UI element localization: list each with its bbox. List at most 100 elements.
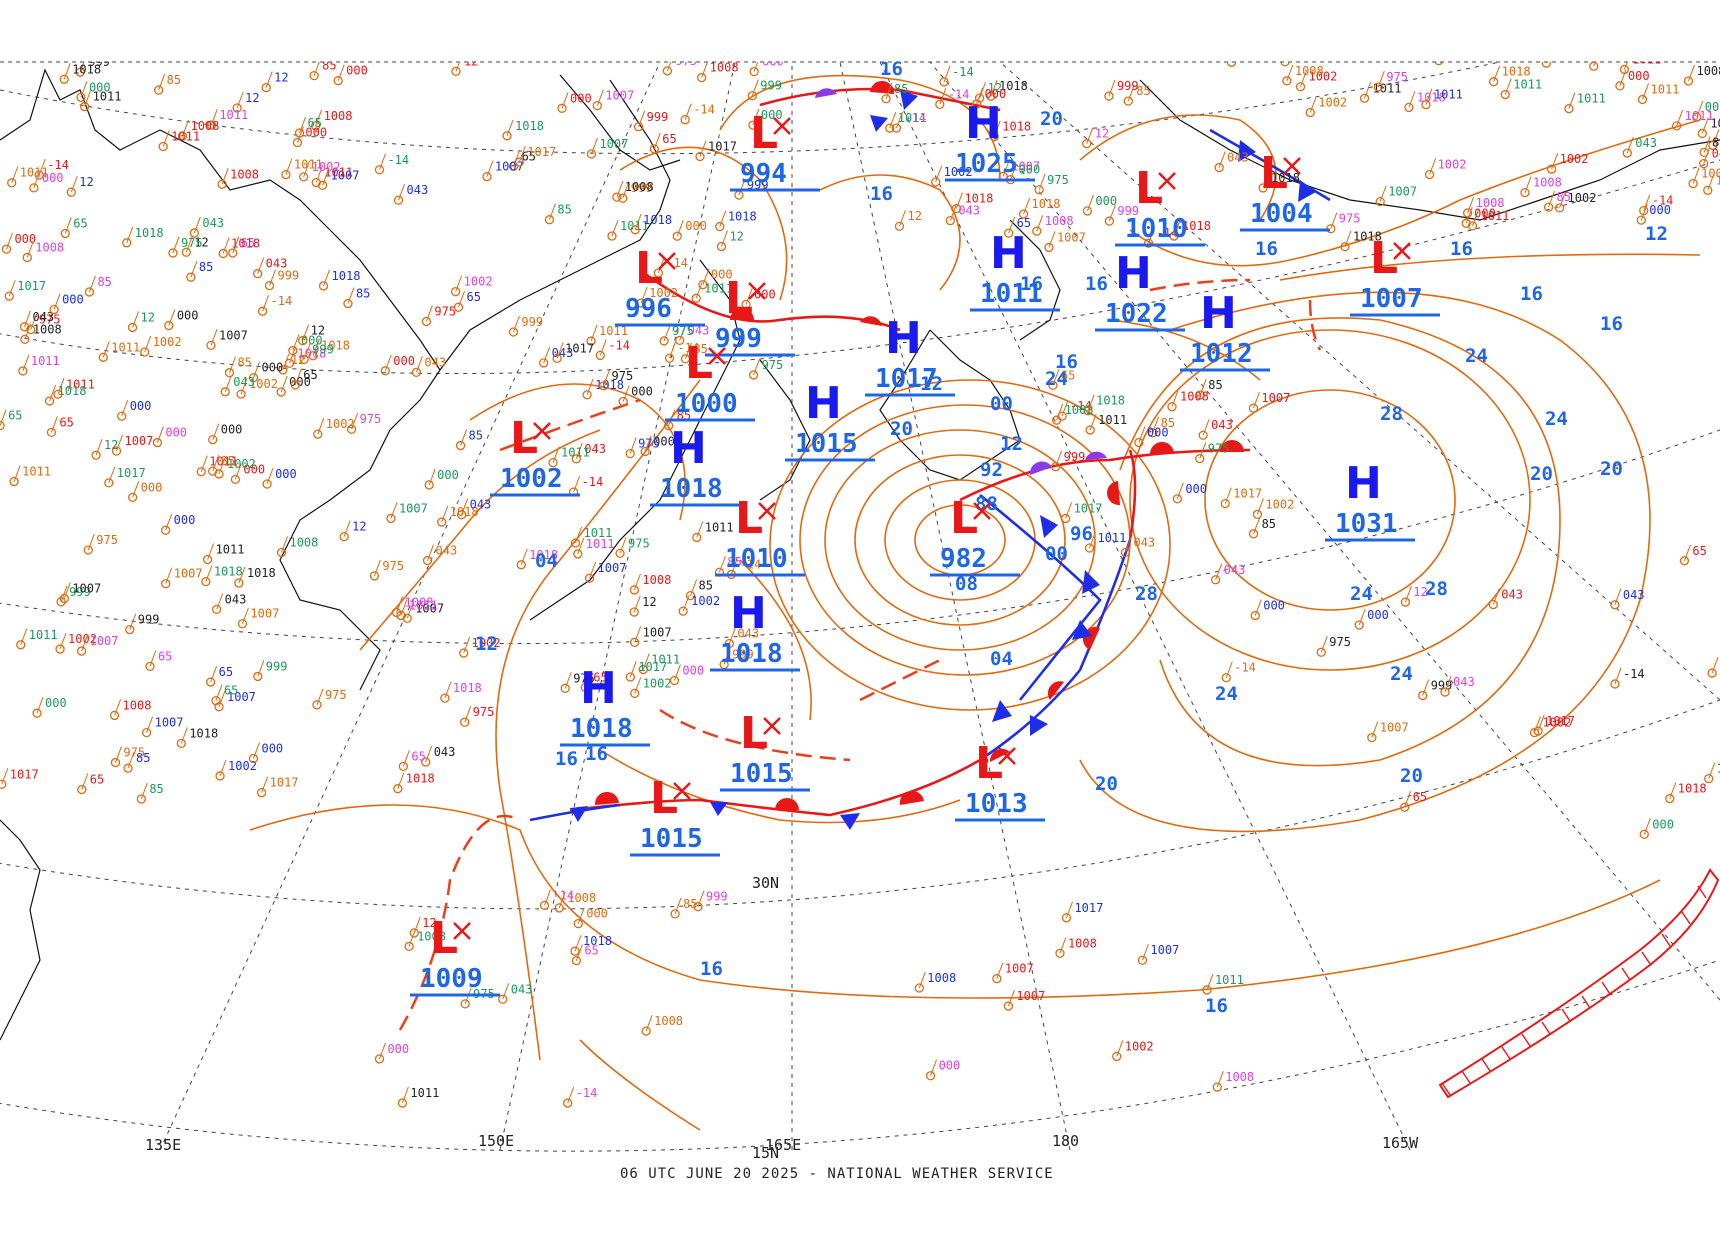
wind-barb-icon (400, 599, 408, 616)
station-plot: 1011 (1672, 109, 1714, 131)
station-plot: 1011 (1697, 116, 1720, 139)
wind-barb-icon (425, 305, 433, 322)
station-circle-icon (84, 287, 95, 297)
wind-barb-icon (1065, 901, 1073, 918)
wind-barb-icon (506, 119, 514, 136)
station-plot: 043 (1699, 147, 1720, 169)
station-value: 1017 (565, 341, 594, 355)
station-circle-icon (1564, 104, 1574, 114)
wind-barb-icon (1492, 588, 1500, 605)
station-value: 1017 (270, 776, 299, 790)
station-plot: 000 (749, 62, 784, 77)
station-circle-icon (77, 784, 87, 795)
station-plot: 85 (186, 260, 213, 282)
station-circle-icon (456, 510, 467, 520)
wind-barb-icon (622, 182, 630, 199)
station-value: 043 (233, 375, 255, 389)
station-circle-icon (369, 571, 380, 581)
station-circle-icon (76, 92, 86, 102)
station-value: 1002 (227, 457, 256, 471)
station-plot: 043 (724, 627, 759, 649)
station-circle-icon (1541, 62, 1551, 68)
station-value: 85 (356, 287, 370, 301)
station-plot: 65 (145, 649, 172, 672)
wind-barb-icon (114, 699, 122, 716)
station-plot: 975 (598, 369, 633, 391)
station-plot: 000 (49, 293, 84, 315)
wind-barb-icon (351, 413, 359, 430)
station-circle-icon (571, 454, 581, 464)
station-plot: 1017 (0, 767, 39, 789)
station-value: 999 (631, 181, 653, 195)
station-value: 1018 (515, 119, 544, 133)
station-circle-icon (288, 345, 298, 356)
station-value: 000 (1019, 163, 1041, 177)
wind-barb-icon (269, 269, 276, 286)
station-plot: 1011 (202, 542, 244, 565)
station-plot: 999 (299, 342, 334, 364)
station-circle-icon (281, 170, 291, 180)
wind-barb-icon (1683, 544, 1691, 561)
station-plot: 1011 (573, 537, 615, 559)
wind-barb-icon (144, 335, 152, 353)
wind-barb-icon (1626, 136, 1634, 154)
station-value: 043 (584, 442, 606, 456)
station-circle-icon (664, 353, 675, 363)
station-value: 000 (14, 232, 36, 246)
station-plot: 000 (128, 480, 162, 503)
station-circle-icon (34, 170, 44, 180)
station-value: 043 (407, 183, 429, 197)
station-circle-icon (625, 448, 635, 459)
station-plot: 1017 (1533, 714, 1575, 736)
station-value: 65 (158, 649, 172, 663)
wind-barb-icon (955, 192, 963, 209)
station-value: 000 (754, 287, 776, 301)
station-circle-icon (891, 123, 902, 133)
wind-barb-icon (674, 897, 682, 915)
station-value: 85 (683, 897, 697, 911)
station-plot: 1011 (638, 653, 680, 675)
wind-barb-icon (0, 409, 7, 426)
wind-barb-icon (619, 537, 627, 554)
wind-barb-icon (1429, 158, 1437, 175)
station-circle-icon (1421, 100, 1431, 110)
station-circle-icon (232, 103, 242, 113)
station-circle-icon (1172, 494, 1182, 504)
station-value: 85 (727, 555, 741, 569)
wind-barb-icon (427, 544, 435, 561)
wind-barb-icon (129, 613, 137, 630)
station-value: 1011 (1373, 81, 1402, 95)
station-plot: 975 (662, 62, 697, 76)
station-circle-icon (748, 120, 758, 130)
wind-barb-icon (1688, 64, 1695, 82)
station-circle-icon (592, 100, 602, 111)
station-value: 043 (958, 204, 980, 218)
station-circle-icon (1467, 221, 1478, 231)
station-plot: 85 (123, 751, 150, 773)
station-plot: 1008 (177, 119, 219, 141)
wind-barb-icon (1285, 62, 1286, 63)
station-circle-icon (339, 531, 349, 542)
station-plot: 975 (659, 324, 694, 346)
wind-barb-icon (63, 63, 71, 80)
station-value: 1007 (219, 328, 248, 342)
station-plot: 043 (422, 544, 457, 566)
wind-barb-icon (738, 178, 746, 196)
wind-barb-icon (234, 463, 242, 480)
station-value: 000 (1095, 194, 1117, 208)
isobar-value-label: 16 (1255, 238, 1278, 260)
isobar-value-label: 16 (880, 58, 903, 80)
wind-barb-icon (316, 688, 324, 705)
high-symbol: H (580, 663, 617, 714)
isobar-value-label: 88 (975, 493, 998, 515)
station-plot: 12 (629, 595, 657, 617)
isobar-value-label: 12 (475, 633, 498, 655)
station-plot: 043 (1610, 588, 1645, 610)
wind-barb-icon (401, 1086, 409, 1104)
station-plot: 975 (421, 304, 456, 327)
wind-barb-icon (1206, 973, 1214, 991)
